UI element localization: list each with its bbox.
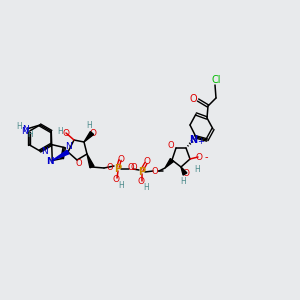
Text: H: H <box>143 184 149 193</box>
Text: O: O <box>182 169 190 178</box>
Text: H: H <box>194 166 200 175</box>
Text: N: N <box>189 135 197 145</box>
Text: N: N <box>21 127 28 136</box>
Text: O: O <box>112 175 119 184</box>
Text: P: P <box>138 167 146 177</box>
Text: O: O <box>189 94 197 104</box>
Text: H: H <box>16 122 22 131</box>
Text: O: O <box>62 128 70 137</box>
Text: O: O <box>128 164 134 172</box>
Polygon shape <box>52 150 69 161</box>
Polygon shape <box>84 131 94 142</box>
Text: H: H <box>28 130 33 139</box>
Text: H: H <box>118 181 124 190</box>
Text: P: P <box>114 164 122 174</box>
Polygon shape <box>87 154 94 168</box>
Text: N: N <box>65 142 72 151</box>
Text: O: O <box>152 167 158 176</box>
Text: O: O <box>107 163 113 172</box>
Text: H: H <box>86 122 92 130</box>
Text: -: - <box>204 152 208 162</box>
Text: O: O <box>76 158 82 167</box>
Text: N: N <box>46 157 54 166</box>
Text: O: O <box>89 128 97 137</box>
Text: +: + <box>198 136 204 146</box>
Text: N: N <box>40 146 47 155</box>
Text: H: H <box>57 127 63 136</box>
Text: O: O <box>131 164 137 172</box>
Text: O: O <box>137 178 145 187</box>
Polygon shape <box>181 167 187 175</box>
Text: H: H <box>180 176 186 185</box>
Text: N: N <box>22 125 29 134</box>
Text: O: O <box>168 140 174 149</box>
Text: O: O <box>143 158 151 166</box>
Text: O: O <box>196 152 202 161</box>
Text: O: O <box>118 154 124 164</box>
Polygon shape <box>165 159 174 168</box>
Text: Cl: Cl <box>211 75 221 85</box>
